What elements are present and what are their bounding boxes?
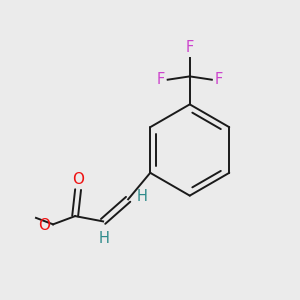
Text: H: H	[98, 231, 109, 246]
Text: F: F	[186, 40, 194, 55]
Text: O: O	[72, 172, 84, 187]
Text: F: F	[157, 72, 165, 87]
Text: F: F	[215, 72, 223, 87]
Text: H: H	[137, 190, 148, 205]
Text: O: O	[38, 218, 50, 233]
